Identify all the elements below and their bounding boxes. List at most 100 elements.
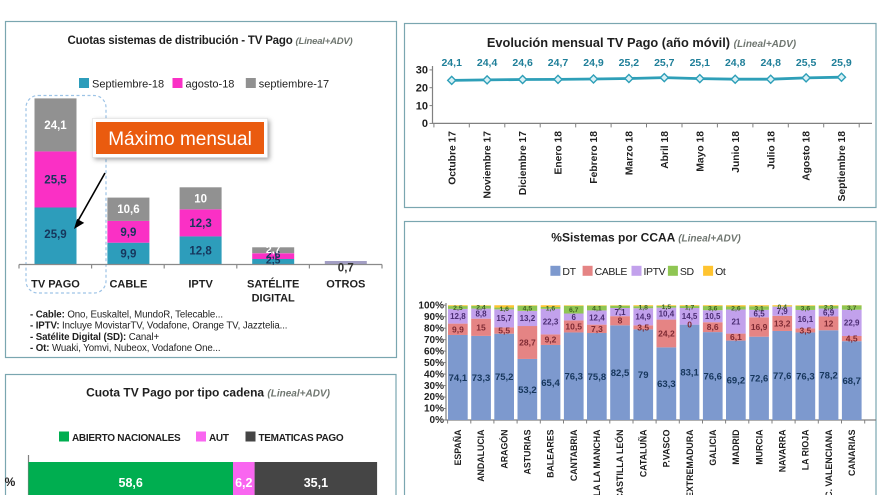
svg-text:- Ot: Wuaki, Yomvi, Nubeox, Vo: - Ot: Wuaki, Yomvi, Nubeox, Vodafone One…	[30, 343, 220, 354]
svg-text:10,6: 10,6	[117, 204, 139, 216]
svg-text:ARAGÓN: ARAGÓN	[498, 430, 509, 469]
svg-text:22,9: 22,9	[844, 319, 860, 328]
svg-text:SATÉLITE: SATÉLITE	[247, 278, 299, 291]
svg-text:%: %	[5, 475, 16, 489]
svg-text:10,4: 10,4	[659, 309, 675, 318]
svg-text:Ot: Ot	[715, 266, 726, 278]
svg-text:35,1: 35,1	[304, 476, 328, 490]
svg-text:74,1: 74,1	[449, 373, 468, 384]
svg-text:Abril 18: Abril 18	[660, 131, 671, 169]
svg-text:14,5: 14,5	[682, 312, 698, 321]
svg-text:Marzo 18: Marzo 18	[625, 131, 636, 175]
svg-text:13,2: 13,2	[774, 318, 791, 328]
svg-text:80%: 80%	[424, 323, 444, 334]
svg-text:Enero 18: Enero 18	[554, 131, 565, 175]
svg-text:Septiembre-18: Septiembre-18	[92, 79, 164, 91]
svg-text:12: 12	[824, 318, 834, 328]
svg-text:10%: 10%	[424, 404, 444, 415]
svg-text:24,1: 24,1	[44, 120, 67, 132]
svg-text:CANTABRIA: CANTABRIA	[569, 429, 579, 481]
svg-text:2,6: 2,6	[731, 305, 741, 312]
svg-text:CASTILLA LA MANCHA: CASTILLA LA MANCHA	[592, 429, 602, 495]
svg-text:6,1: 6,1	[730, 332, 742, 342]
svg-text:90%: 90%	[424, 312, 444, 323]
svg-text:0,7: 0,7	[338, 263, 354, 275]
svg-text:Cuotas sistemas de distribució: Cuotas sistemas de distribución - TV Pag…	[67, 35, 352, 47]
svg-text:DIGITAL: DIGITAL	[252, 293, 295, 305]
svg-text:3,1: 3,1	[754, 306, 764, 313]
svg-text:0: 0	[687, 320, 692, 330]
svg-text:OTROS: OTROS	[326, 279, 365, 291]
svg-text:0%: 0%	[430, 415, 445, 426]
svg-text:68,7: 68,7	[842, 376, 861, 387]
svg-text:75,8: 75,8	[588, 372, 607, 383]
svg-text:24,8: 24,8	[725, 57, 746, 69]
svg-text:50%: 50%	[424, 358, 444, 369]
svg-text:82,5: 82,5	[611, 368, 630, 379]
svg-text:CABLE: CABLE	[109, 279, 147, 291]
svg-text:76,3: 76,3	[564, 372, 583, 383]
svg-text:agosto-18: agosto-18	[186, 79, 235, 91]
svg-text:CABLE: CABLE	[595, 266, 628, 278]
svg-text:9,9: 9,9	[120, 249, 136, 261]
svg-text:P.VASCO: P.VASCO	[662, 429, 672, 467]
svg-text:1,8: 1,8	[638, 305, 648, 312]
svg-text:70%: 70%	[424, 335, 444, 346]
svg-text:63,3: 63,3	[657, 379, 676, 390]
svg-text:25,2: 25,2	[619, 57, 640, 69]
svg-text:20: 20	[416, 82, 428, 94]
svg-text:GALICIA: GALICIA	[708, 429, 718, 466]
svg-text:30: 30	[416, 65, 428, 77]
svg-text:5,5: 5,5	[498, 326, 510, 336]
svg-text:0: 0	[422, 118, 428, 130]
svg-text:7,3: 7,3	[591, 324, 603, 334]
svg-text:100%: 100%	[418, 300, 444, 311]
svg-text:7,9: 7,9	[777, 307, 789, 316]
svg-text:CANARIAS: CANARIAS	[847, 429, 857, 476]
svg-text:3,6: 3,6	[801, 305, 811, 312]
svg-text:Septiembre 18: Septiembre 18	[837, 131, 848, 202]
svg-text:16,9: 16,9	[751, 322, 768, 332]
svg-text:69,2: 69,2	[727, 376, 746, 387]
svg-text:24,6: 24,6	[512, 57, 533, 69]
svg-text:0,4: 0,4	[777, 304, 787, 311]
svg-text:8: 8	[618, 316, 623, 326]
svg-text:21: 21	[731, 317, 740, 326]
svg-text:MURCIA: MURCIA	[754, 429, 764, 465]
svg-text:3,5: 3,5	[637, 322, 649, 332]
svg-text:24,8: 24,8	[760, 57, 781, 69]
svg-text:BALEARES: BALEARES	[546, 429, 556, 478]
svg-text:NAVARRA: NAVARRA	[777, 429, 787, 472]
svg-text:Julio 18: Julio 18	[766, 131, 777, 170]
svg-text:- Satélite Digital (SD): Canal: - Satélite Digital (SD): Canal+	[30, 332, 160, 343]
svg-text:3,5: 3,5	[799, 325, 811, 335]
svg-text:78,2: 78,2	[819, 370, 838, 381]
svg-text:16,1: 16,1	[798, 315, 814, 324]
svg-text:3,7: 3,7	[847, 305, 857, 312]
svg-text:Diciembre 17: Diciembre 17	[518, 131, 529, 195]
svg-text:C. VALENCIANA: C. VALENCIANA	[824, 429, 834, 495]
svg-text:6,2: 6,2	[235, 476, 252, 490]
svg-text:Junio 18: Junio 18	[731, 131, 742, 173]
svg-text:12,8: 12,8	[450, 312, 466, 321]
svg-text:6,9: 6,9	[823, 308, 835, 317]
svg-text:53,2: 53,2	[518, 385, 537, 396]
svg-text:7,1: 7,1	[614, 308, 626, 317]
svg-text:1,6: 1,6	[546, 305, 556, 312]
svg-text:3,6: 3,6	[708, 306, 718, 313]
svg-text:1,7: 1,7	[685, 304, 695, 311]
svg-text:20%: 20%	[424, 392, 444, 403]
svg-text:DT: DT	[562, 266, 576, 278]
svg-text:24,2: 24,2	[658, 329, 675, 339]
svg-text:6,7: 6,7	[569, 307, 579, 314]
svg-text:CASTILLA LEÓN: CASTILLA LEÓN	[614, 430, 625, 495]
svg-text:22,3: 22,3	[543, 317, 559, 326]
svg-text:10: 10	[194, 193, 207, 205]
svg-text:10,5: 10,5	[565, 321, 582, 331]
svg-text:TEMATICAS PAGO: TEMATICAS PAGO	[259, 433, 344, 444]
svg-text:ANDALUCIA: ANDALUCIA	[476, 429, 486, 482]
svg-text:15: 15	[476, 322, 486, 332]
svg-text:1,5: 1,5	[662, 304, 672, 311]
svg-text:24,9: 24,9	[583, 57, 604, 69]
svg-text:9,9: 9,9	[120, 227, 136, 239]
